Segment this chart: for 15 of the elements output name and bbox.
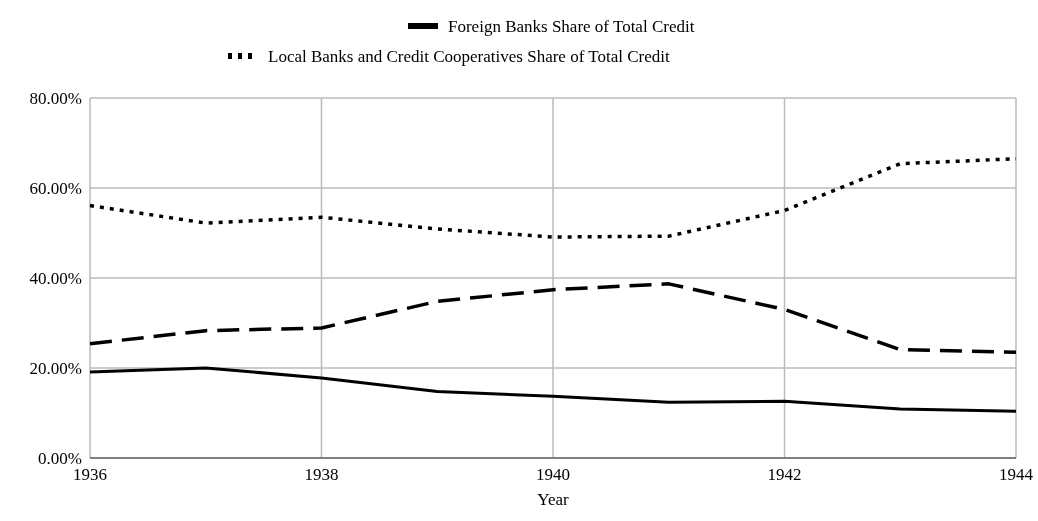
legend-label: Foreign Banks Share of Total Credit (448, 17, 695, 36)
x-tick-label: 1940 (536, 465, 570, 484)
x-tick-label: 1944 (999, 465, 1034, 484)
x-tick-label: 1942 (767, 465, 802, 484)
line-series (88, 282, 1018, 354)
legend-label: Local Banks and Credit Cooperatives Share of Total Credit (268, 47, 670, 66)
line-series (88, 366, 1018, 413)
y-tick-label: 80.00% (29, 89, 82, 108)
x-axis-title: Year (537, 490, 569, 509)
y-tick-label: 60.00% (29, 179, 82, 198)
y-tick-label: 20.00% (29, 359, 82, 378)
x-tick-label: 1936 (73, 465, 107, 484)
y-tick-label: 0.00% (38, 449, 82, 468)
y-tick-label: 40.00% (29, 269, 82, 288)
x-tick-label: 1938 (304, 465, 339, 484)
